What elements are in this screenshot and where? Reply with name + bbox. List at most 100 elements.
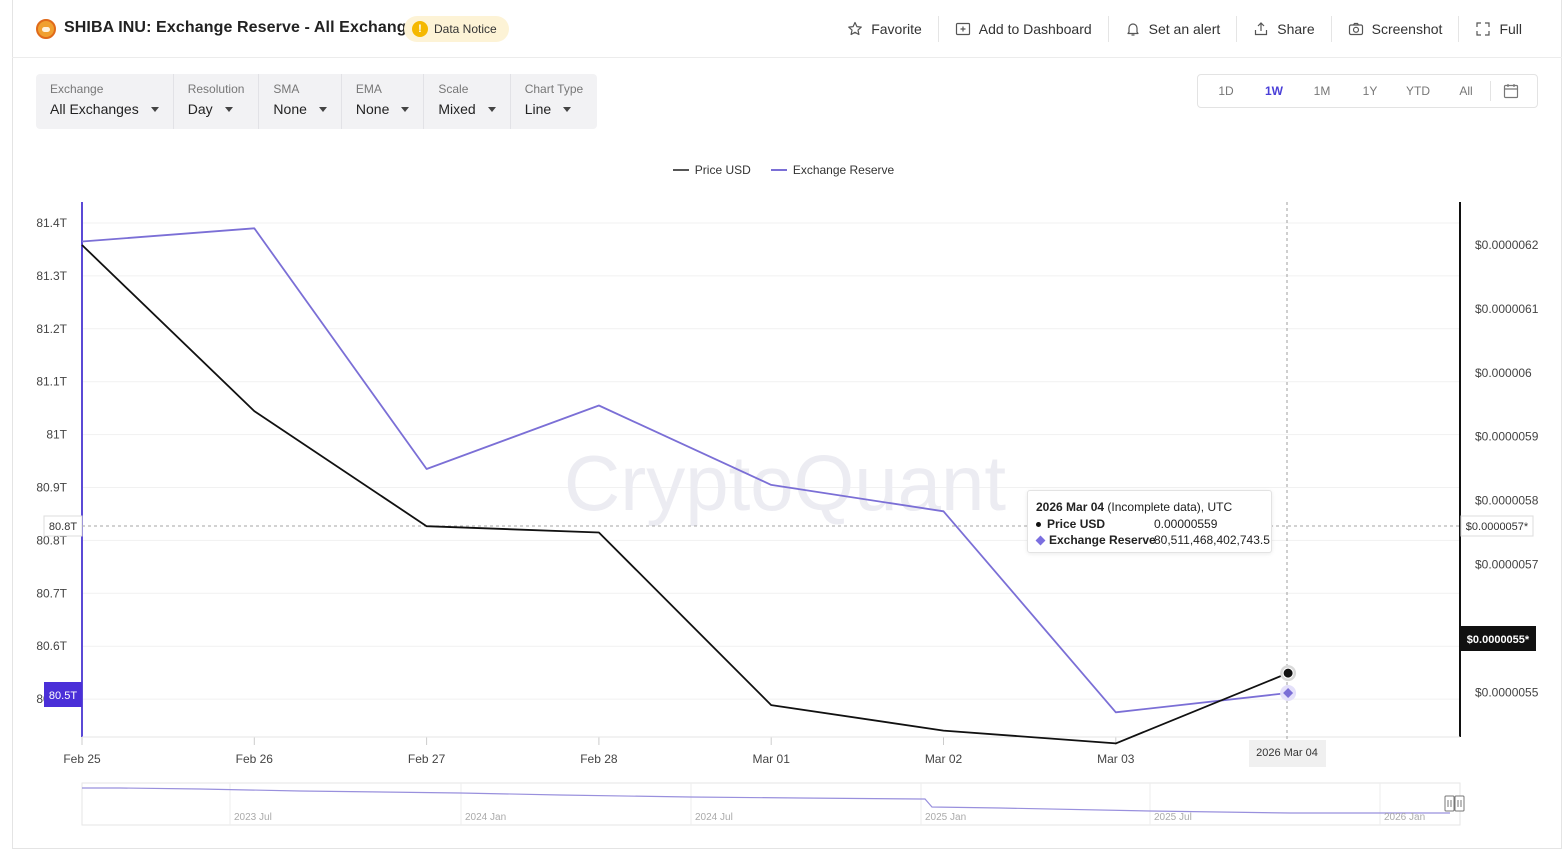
navigator-frame bbox=[81, 782, 1461, 826]
date-picker-button[interactable] bbox=[1490, 81, 1530, 101]
caret-down-icon bbox=[487, 106, 496, 112]
tooltip-title: 2026 Mar 04 (Incomplete data), UTC bbox=[1036, 500, 1271, 516]
x-axis-tick-label: Feb 26 bbox=[236, 752, 274, 766]
chart-type-select-value: Line bbox=[524, 101, 552, 117]
add-to-dashboard-button[interactable]: Add to Dashboard bbox=[937, 16, 1108, 42]
range-1m-button[interactable]: 1M bbox=[1313, 84, 1331, 98]
left-axis-tick-label: 80.6T bbox=[36, 639, 67, 653]
range-all-button[interactable]: All bbox=[1459, 84, 1473, 98]
ema-select-value: None bbox=[355, 101, 390, 117]
series-line-price-usd bbox=[81, 244, 1289, 745]
series-line-exchange-reserve bbox=[81, 227, 1289, 714]
range-ytd-button[interactable]: YTD bbox=[1406, 84, 1430, 98]
series-points bbox=[1280, 665, 1297, 702]
legend-item-price[interactable]: Price USD bbox=[672, 163, 751, 177]
chart-tooltip: 2026 Mar 04 (Incomplete data), UTC Price… bbox=[1027, 490, 1272, 553]
range-1d-button[interactable]: 1D bbox=[1218, 84, 1234, 98]
tooltip-note: (Incomplete data), UTC bbox=[1107, 500, 1233, 514]
tooltip-price-label: Price USD bbox=[1047, 517, 1106, 531]
share-button[interactable]: Share bbox=[1236, 16, 1330, 42]
fullscreen-button[interactable]: Full bbox=[1458, 16, 1538, 42]
favorite-label: Favorite bbox=[871, 21, 922, 37]
crosshair-x-label: 2026 Mar 04 bbox=[1249, 740, 1326, 767]
screenshot-label: Screenshot bbox=[1371, 21, 1443, 37]
exchange-select[interactable]: Exchange All Exchanges bbox=[36, 74, 174, 129]
star-icon bbox=[848, 21, 863, 36]
share-icon bbox=[1255, 22, 1268, 36]
caret-down-icon bbox=[318, 106, 327, 112]
right-axis-tick-label: $0.0000055 bbox=[1475, 685, 1539, 699]
navigator-handle[interactable] bbox=[1444, 795, 1465, 812]
current-reserve-label: 80.5T bbox=[44, 682, 82, 707]
resolution-select[interactable]: Resolution Day bbox=[174, 74, 260, 129]
navigator-label: 2025 Jul bbox=[1154, 812, 1192, 823]
navigator-series-line bbox=[82, 787, 1450, 814]
caret-down-icon bbox=[224, 106, 233, 112]
left-axis-tick-label: 81.4T bbox=[36, 216, 67, 230]
x-axis-ticks: Feb 25 Feb 26 Feb 27 Feb 28 Mar 01 Mar 02 Mar … bbox=[63, 737, 1135, 766]
left-axis-tick-label: 80.9T bbox=[36, 481, 67, 495]
right-axis-tick-label: $0.0000057 bbox=[1475, 558, 1539, 572]
x-axis-tick-label: Feb 28 bbox=[580, 752, 618, 766]
time-range-selector: 1D 1W 1M 1Y YTD All bbox=[1197, 74, 1538, 108]
resolution-select-label: Resolution bbox=[187, 82, 245, 96]
sma-select[interactable]: SMA None bbox=[259, 74, 342, 129]
calendar-icon bbox=[1503, 84, 1518, 99]
legend-label-price: Price USD bbox=[694, 163, 751, 177]
ema-select[interactable]: EMA None bbox=[342, 74, 425, 129]
chart-legend: Price USD Exchange Reserve bbox=[0, 163, 1567, 177]
navigator-label: 2025 Jan bbox=[925, 812, 966, 823]
watermark: CryptoQuant bbox=[564, 439, 1007, 527]
favorite-button[interactable]: Favorite bbox=[831, 16, 938, 42]
navigator-label: 2026 Jan bbox=[1384, 812, 1425, 823]
crosshair-right-label-text: $0.0000057* bbox=[1466, 521, 1529, 533]
chart-header: SHIBA INU: Exchange Reserve - All Exchan… bbox=[12, 0, 1562, 58]
x-axis-tick-label: Mar 03 bbox=[1097, 752, 1135, 766]
navigator-labels: 2023 Jul 2024 Jan 2024 Jul 2025 Jan 2025 Jul… bbox=[234, 812, 1425, 823]
fullscreen-icon bbox=[1476, 22, 1491, 36]
right-axis-tick-label: $0.0000058 bbox=[1475, 494, 1539, 508]
header-actions: Favorite Add to Dashboard Set an alert S… bbox=[831, 16, 1538, 42]
legend-label-reserve: Exchange Reserve bbox=[792, 163, 895, 177]
current-price-label: $0.0000055* bbox=[1461, 626, 1536, 651]
ema-select-label: EMA bbox=[355, 82, 382, 96]
bell-icon bbox=[1127, 23, 1139, 36]
range-1w-button[interactable]: 1W bbox=[1265, 84, 1283, 98]
data-notice-badge[interactable]: ! Data Notice bbox=[404, 16, 509, 42]
scale-select-value: Mixed bbox=[438, 101, 476, 117]
left-axis-tick-label: 80.8T bbox=[36, 533, 67, 547]
right-axis-tick-label: $0.0000061 bbox=[1475, 302, 1539, 316]
navigator[interactable]: 2023 Jul 2024 Jan 2024 Jul 2025 Jan 2025 Jul… bbox=[81, 782, 1465, 826]
scale-select[interactable]: Scale Mixed bbox=[424, 74, 511, 129]
resolution-select-value: Day bbox=[187, 101, 213, 117]
exchange-select-value: All Exchanges bbox=[50, 101, 139, 117]
left-axis-tick-label: 81.3T bbox=[36, 269, 67, 283]
tooltip-row-price: Price USD 0.00000559 bbox=[1036, 516, 1271, 532]
set-alert-label: Set an alert bbox=[1148, 21, 1221, 37]
sma-select-label: SMA bbox=[273, 82, 300, 96]
screenshot-button[interactable]: Screenshot bbox=[1330, 16, 1459, 42]
fullscreen-label: Full bbox=[1499, 21, 1522, 37]
left-axis-tick-label: 80.7T bbox=[36, 586, 67, 600]
range-1y-button[interactable]: 1Y bbox=[1362, 84, 1378, 98]
shiba-inu-logo-icon bbox=[36, 19, 56, 39]
chart-type-select[interactable]: Chart Type Line bbox=[511, 74, 597, 129]
legend-item-reserve[interactable]: Exchange Reserve bbox=[770, 163, 895, 177]
price-dot-icon bbox=[1036, 521, 1041, 527]
crosshair-right-label: $0.0000057* bbox=[1460, 515, 1534, 537]
price-point bbox=[1282, 667, 1294, 679]
caret-down-icon bbox=[150, 106, 159, 112]
left-axis-tick-label: 81T bbox=[46, 428, 67, 442]
page-title: SHIBA INU: Exchange Reserve - All Exchan… bbox=[64, 19, 425, 36]
left-axis-ticks: 81.4T 81.3T 81.2T 81.1T 81T 80.9T 80.8T 80.7T 80… bbox=[36, 216, 67, 706]
camera-icon bbox=[1348, 22, 1363, 36]
warning-icon: ! bbox=[412, 21, 428, 37]
x-axis-tick-label: Mar 01 bbox=[753, 752, 791, 766]
set-alert-button[interactable]: Set an alert bbox=[1107, 16, 1237, 42]
legend-swatch-reserve bbox=[770, 169, 787, 171]
chart-type-select-label: Chart Type bbox=[524, 82, 584, 96]
navigator-label: 2023 Jul bbox=[234, 812, 272, 823]
tooltip-reserve-value: 80,511,468,402,743.5 bbox=[1154, 533, 1270, 547]
data-notice-label: Data Notice bbox=[434, 22, 497, 36]
